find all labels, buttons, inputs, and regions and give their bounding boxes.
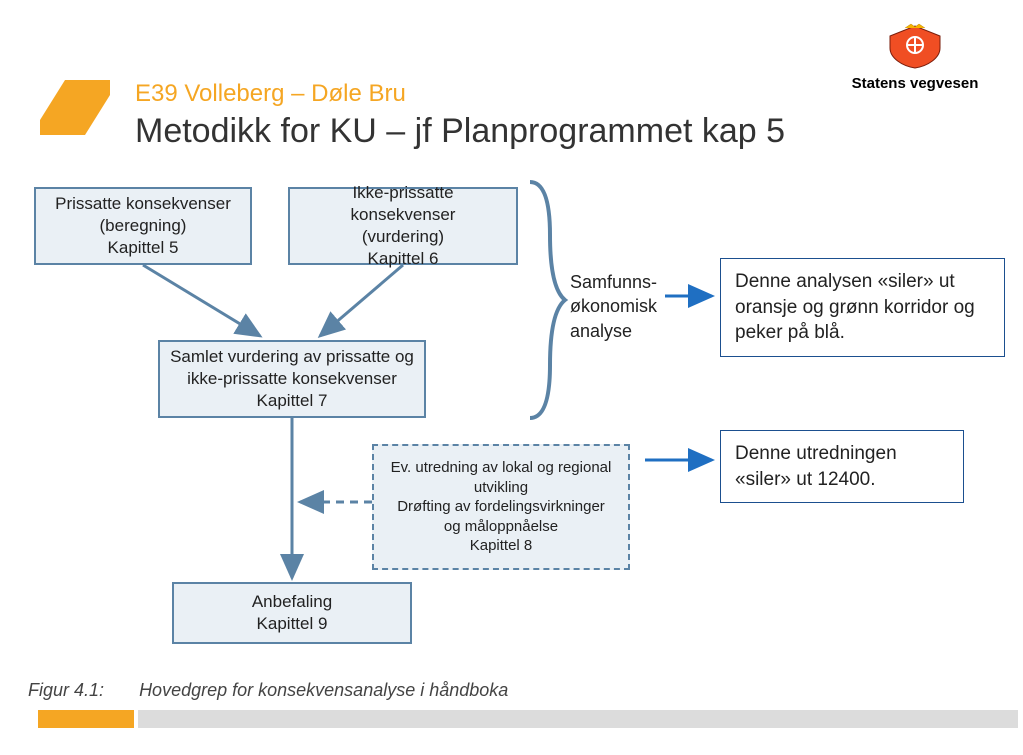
- slide: Statens vegvesen E39 Volleberg – Døle Br…: [0, 0, 1023, 755]
- page-title: Metodikk for KU – jf Planprogrammet kap …: [135, 112, 785, 151]
- flow-text: Drøfting av fordelingsvirkninger: [382, 497, 620, 517]
- figure-caption-text: Hovedgrep for konsekvensanalyse i håndbo…: [139, 680, 508, 700]
- flow-text: Samlet vurdering av prissatte og: [168, 346, 416, 368]
- flow-text: Anbefaling: [182, 591, 402, 613]
- annotation-text: peker på blå.: [735, 320, 990, 346]
- brace-label-line: analyse: [570, 319, 657, 343]
- flow-box-anbefaling: Anbefaling Kapittel 9: [172, 582, 412, 644]
- flow-text: Kapittel 5: [44, 237, 242, 259]
- annotation-text: Denne utredningen: [735, 441, 949, 467]
- arrow-ikkeprissatte-to-samlet: [320, 265, 403, 336]
- flow-box-utredning: Ev. utredning av lokal og regional utvik…: [372, 444, 630, 570]
- flow-text: Ikke-prissatte konsekvenser: [298, 182, 508, 226]
- flow-box-prissatte: Prissatte konsekvenser (beregning) Kapit…: [34, 187, 252, 265]
- page-subtitle: E39 Volleberg – Døle Bru: [135, 80, 406, 108]
- brace-label-line: økonomisk: [570, 294, 657, 318]
- footer-accent-grey: [138, 710, 1018, 728]
- logo: Statens vegvesen: [835, 22, 995, 92]
- logo-label: Statens vegvesen: [835, 75, 995, 92]
- flow-text: Kapittel 7: [168, 390, 416, 412]
- footer-accent-orange: [38, 710, 134, 728]
- flow-text: og måloppnåelse: [382, 517, 620, 537]
- flow-text: utvikling: [382, 478, 620, 498]
- flow-box-samlet: Samlet vurdering av prissatte og ikke-pr…: [158, 340, 426, 418]
- brace-label-line: Samfunns-: [570, 270, 657, 294]
- brace-icon: [530, 182, 565, 418]
- annotation-text: Denne analysen «siler» ut: [735, 269, 990, 295]
- flow-text: (beregning): [44, 215, 242, 237]
- header-accent: [40, 80, 110, 135]
- flow-text: ikke-prissatte konsekvenser: [168, 368, 416, 390]
- figure-caption: Figur 4.1: Hovedgrep for konsekvensanaly…: [28, 680, 508, 701]
- flow-text: Kapittel 9: [182, 613, 402, 635]
- flow-text: (vurdering): [298, 226, 508, 248]
- arrow-prissatte-to-samlet: [143, 265, 260, 336]
- flow-text: Ev. utredning av lokal og regional: [382, 458, 620, 478]
- flow-text: Kapittel 6: [298, 248, 508, 270]
- figure-number: Figur 4.1:: [28, 680, 104, 700]
- annotation-box-1: Denne analysen «siler» ut oransje og grø…: [720, 258, 1005, 357]
- flow-text: Prissatte konsekvenser: [44, 193, 242, 215]
- annotation-text: oransje og grønn korridor og: [735, 295, 990, 321]
- logo-crest-icon: [884, 22, 946, 70]
- annotation-text: «siler» ut 12400.: [735, 467, 949, 493]
- flow-text: Kapittel 8: [382, 536, 620, 556]
- annotation-box-2: Denne utredningen «siler» ut 12400.: [720, 430, 964, 503]
- brace-label: Samfunns- økonomisk analyse: [570, 270, 657, 343]
- flow-box-ikke-prissatte: Ikke-prissatte konsekvenser (vurdering) …: [288, 187, 518, 265]
